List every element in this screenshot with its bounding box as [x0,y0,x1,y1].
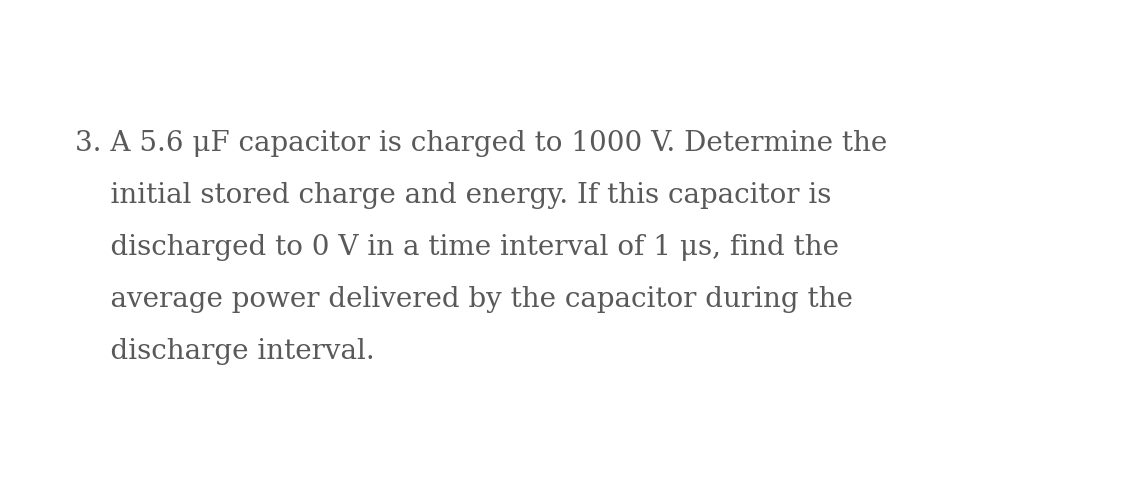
Text: discharge interval.: discharge interval. [75,338,375,365]
Text: average power delivered by the capacitor during the: average power delivered by the capacitor… [75,286,853,313]
Text: 3. A 5.6 μF capacitor is charged to 1000 V. Determine the: 3. A 5.6 μF capacitor is charged to 1000… [75,130,888,157]
Text: initial stored charge and energy. If this capacitor is: initial stored charge and energy. If thi… [75,182,831,209]
Text: discharged to 0 V in a time interval of 1 μs, find the: discharged to 0 V in a time interval of … [75,234,839,261]
